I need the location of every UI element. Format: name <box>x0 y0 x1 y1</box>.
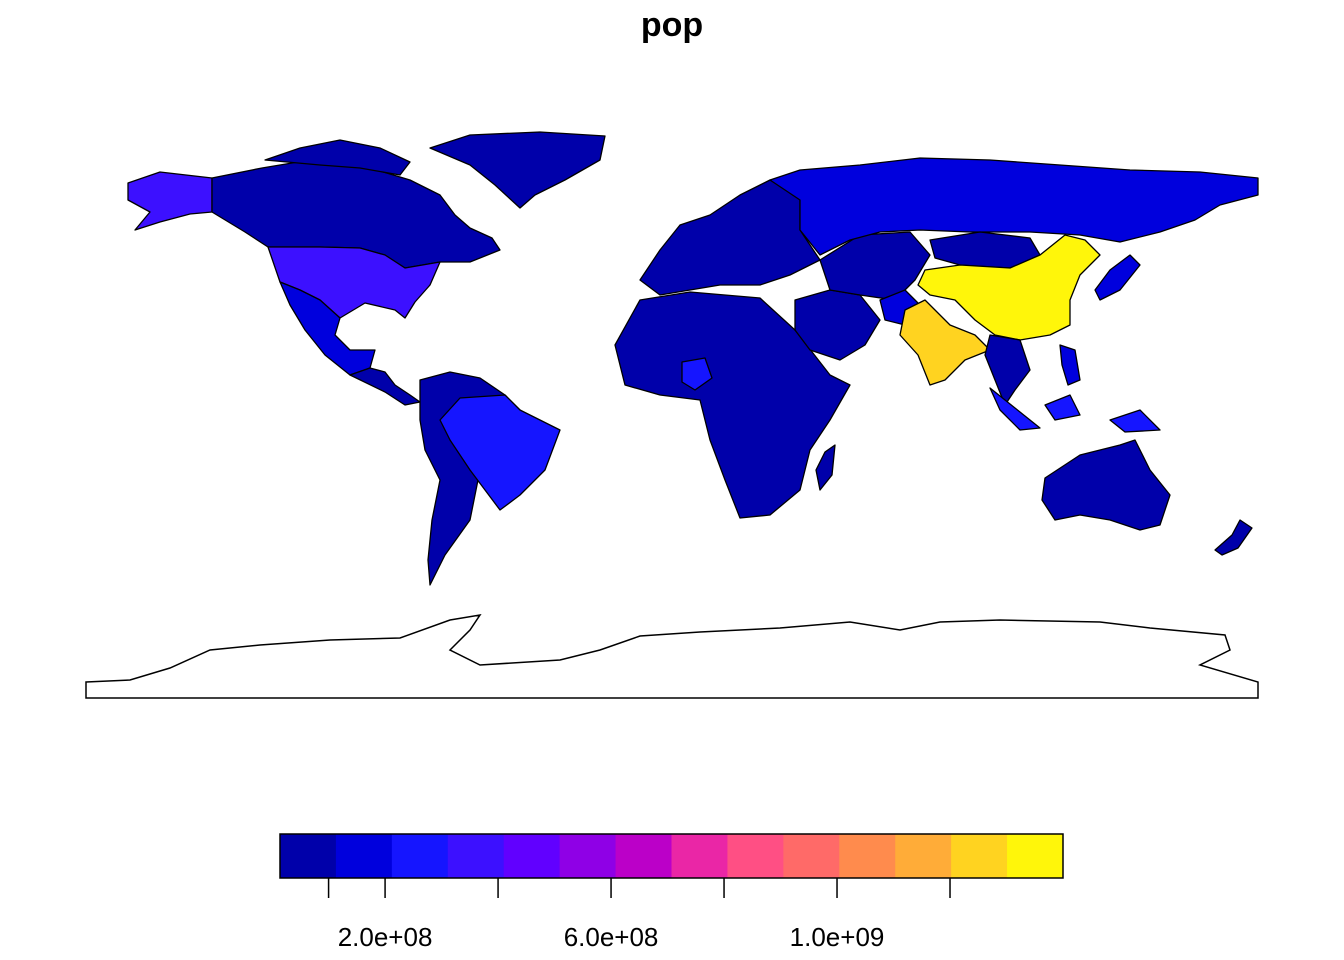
region-greenland <box>429 131 606 209</box>
legend-ticks <box>327 878 951 898</box>
legend-swatch <box>1007 834 1064 878</box>
legend-swatch <box>280 834 337 878</box>
legend-tick-label: 2.0e+08 <box>337 922 433 952</box>
legend-swatch <box>559 834 617 878</box>
legend-swatch <box>895 834 952 878</box>
region-antarctica <box>85 613 1259 699</box>
region-europe <box>639 179 821 296</box>
region-southeast-asia <box>984 334 1031 406</box>
region-china <box>917 234 1101 341</box>
legend-swatch <box>671 834 728 878</box>
legend-swatch <box>503 834 561 878</box>
region-nigeria <box>681 357 713 391</box>
region-philippines <box>1059 344 1081 386</box>
region-alaska <box>127 171 213 231</box>
legend-tick-label: 6.0e+08 <box>563 922 659 952</box>
legend-border <box>279 833 1064 879</box>
region-indonesia <box>989 387 1161 433</box>
legend-swatch <box>951 834 1008 878</box>
region-central-america <box>349 367 421 406</box>
legend-swatch <box>727 834 784 878</box>
region-africa <box>614 291 851 519</box>
region-india <box>899 299 991 386</box>
region-mexico <box>279 281 376 376</box>
region-brazil <box>439 394 561 511</box>
region-japan <box>1094 254 1141 301</box>
region-australia <box>1041 439 1171 531</box>
region-new-zealand <box>1214 519 1253 556</box>
legend-swatch <box>447 834 505 878</box>
legend-tick-label: 1.0e+09 <box>789 922 885 952</box>
legend-swatch <box>335 834 393 878</box>
map-title: pop <box>640 6 704 44</box>
region-arctic-islands <box>264 139 411 176</box>
legend-colorbar <box>279 833 1064 879</box>
legend-swatch <box>783 834 840 878</box>
legend-swatch <box>839 834 896 878</box>
region-russia <box>769 157 1259 256</box>
legend-swatch <box>615 834 672 878</box>
legend-swatch <box>391 834 449 878</box>
region-madagascar <box>815 444 836 491</box>
region-central-asia <box>819 231 931 301</box>
